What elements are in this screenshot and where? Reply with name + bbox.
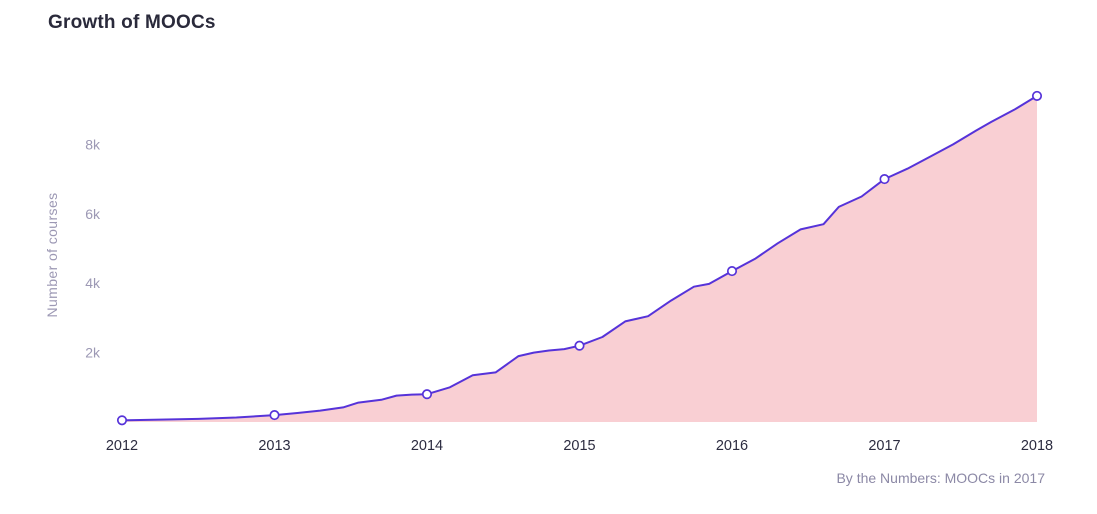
data-point-marker[interactable] <box>574 340 585 351</box>
x-tick-label: 2015 <box>563 438 595 454</box>
chart-title: Growth of MOOCs <box>48 12 216 33</box>
area-fill <box>122 95 1037 423</box>
data-point-marker[interactable] <box>879 174 890 185</box>
x-tick-label: 2014 <box>411 438 443 454</box>
x-tick-label: 2016 <box>716 438 748 454</box>
y-tick-label: 4k <box>85 275 101 291</box>
data-point-marker[interactable] <box>116 415 128 426</box>
data-point-marker[interactable] <box>1031 90 1043 101</box>
data-point-marker[interactable] <box>421 389 433 400</box>
y-axis-label: Number of courses <box>44 192 60 317</box>
x-tick-label: 2018 <box>1021 438 1053 454</box>
x-tick-label: 2012 <box>106 438 138 454</box>
chart-caption: By the Numbers: MOOCs in 2017 <box>836 470 1045 486</box>
x-tick-label: 2013 <box>258 438 290 454</box>
data-point-marker[interactable] <box>269 410 280 421</box>
y-tick-label: 6k <box>85 206 101 222</box>
data-point-marker[interactable] <box>726 266 738 277</box>
x-tick-label: 2017 <box>868 438 900 454</box>
y-tick-label: 2k <box>85 345 101 361</box>
y-tick-label: 8k <box>85 136 101 152</box>
